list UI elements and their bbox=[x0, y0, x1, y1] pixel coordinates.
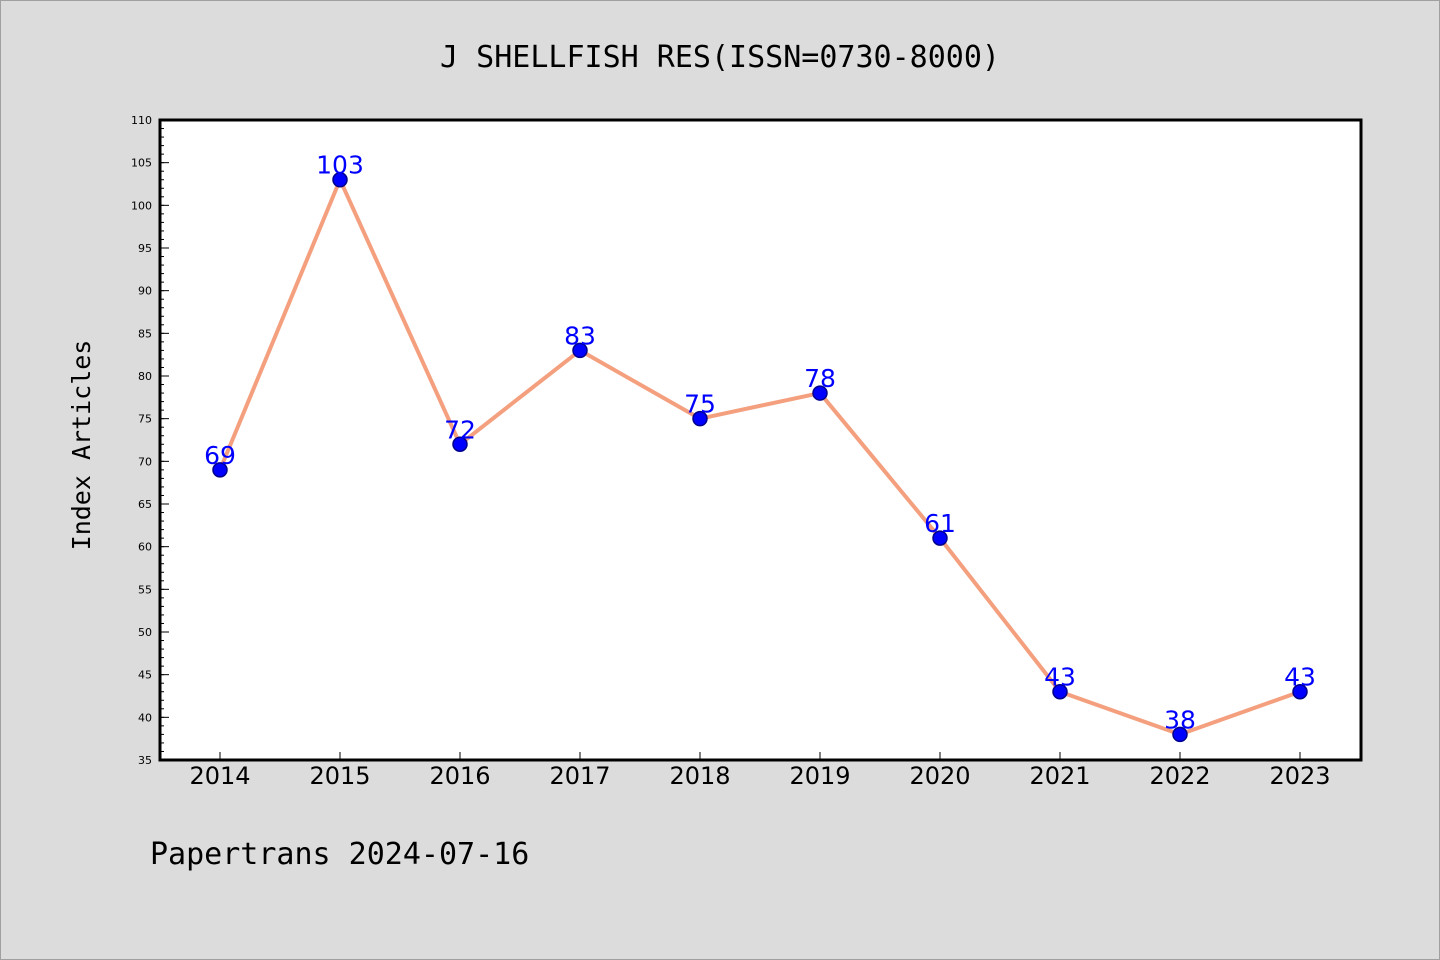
y-tick-label: 75 bbox=[138, 413, 152, 426]
y-tick-label: 55 bbox=[138, 583, 152, 596]
plot-border bbox=[158, 118, 1363, 762]
data-point bbox=[452, 436, 468, 453]
data-point bbox=[1172, 726, 1188, 743]
y-tick-label: 40 bbox=[138, 711, 152, 724]
y-tick-label: 90 bbox=[138, 285, 152, 298]
data-point bbox=[1052, 683, 1068, 700]
x-tick-label: 2020 bbox=[909, 762, 970, 790]
x-tick-label: 2021 bbox=[1029, 762, 1090, 790]
data-labels: 69 103 72 83 75 78 61 43 38 43 bbox=[204, 151, 1316, 735]
data-label: 72 bbox=[444, 415, 476, 444]
data-point bbox=[572, 342, 588, 359]
x-tick-label: 2019 bbox=[789, 762, 850, 790]
y-tick-label: 105 bbox=[131, 157, 152, 170]
x-tick-label: 2022 bbox=[1149, 762, 1210, 790]
data-label: 43 bbox=[1044, 663, 1076, 692]
data-label: 69 bbox=[204, 441, 236, 470]
y-tick-label: 65 bbox=[138, 498, 152, 511]
data-point bbox=[332, 171, 348, 188]
data-label: 103 bbox=[316, 151, 364, 180]
y-tick-label: 70 bbox=[138, 455, 152, 468]
y-tick-label: 110 bbox=[131, 114, 152, 127]
x-tick-label: 2016 bbox=[429, 762, 490, 790]
data-label: 43 bbox=[1284, 663, 1316, 692]
data-label: 75 bbox=[684, 390, 716, 419]
data-label: 78 bbox=[804, 364, 836, 393]
data-label: 83 bbox=[564, 321, 596, 350]
y-tick-label: 50 bbox=[138, 626, 152, 639]
series-line bbox=[218, 177, 1301, 737]
y-tick-label: 85 bbox=[138, 327, 152, 340]
x-tick-label: 2017 bbox=[549, 762, 610, 790]
y-tick-label: 80 bbox=[138, 370, 152, 383]
y-tick-label: 45 bbox=[138, 669, 152, 682]
data-point bbox=[932, 530, 948, 546]
data-point bbox=[812, 385, 828, 401]
y-axis-label: Index Articles bbox=[67, 340, 96, 551]
x-tick-label: 2014 bbox=[189, 762, 250, 790]
x-tick-label: 2023 bbox=[1269, 762, 1330, 790]
series-layer bbox=[212, 171, 1308, 743]
footer-text: Papertrans 2024-07-16 bbox=[150, 837, 529, 872]
chart-title: J SHELLFISH RES(ISSN=0730-8000) bbox=[440, 40, 1000, 75]
data-point bbox=[692, 410, 708, 427]
data-label: 61 bbox=[924, 509, 956, 538]
data-point bbox=[212, 462, 228, 478]
data-point bbox=[1292, 683, 1308, 700]
y-tick-label: 60 bbox=[138, 541, 152, 554]
axis-ticks: 35 40 45 50 55 60 65 70 75 80 85 90 95 100 105 110 2014 2… bbox=[131, 114, 1331, 790]
x-tick-label: 2018 bbox=[669, 762, 730, 790]
y-tick-label: 35 bbox=[138, 754, 152, 767]
plot-area bbox=[160, 120, 1361, 760]
y-tick-label: 100 bbox=[131, 199, 152, 212]
y-tick-label: 95 bbox=[138, 242, 152, 255]
data-label: 38 bbox=[1164, 705, 1196, 734]
x-tick-label: 2015 bbox=[309, 762, 370, 790]
